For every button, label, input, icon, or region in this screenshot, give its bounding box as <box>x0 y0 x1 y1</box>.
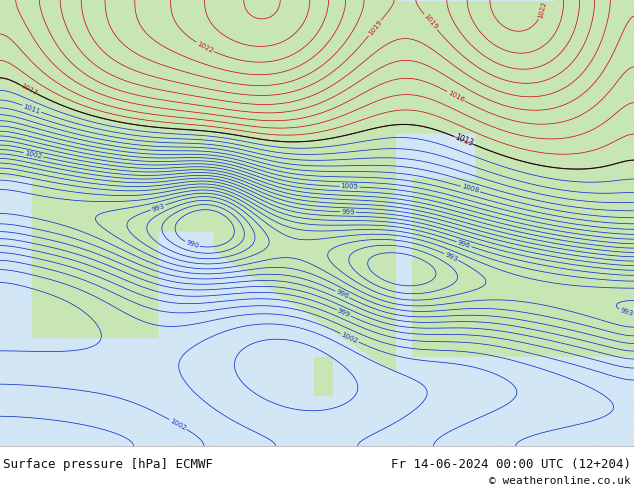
Text: 1005: 1005 <box>340 183 359 190</box>
Text: © weatheronline.co.uk: © weatheronline.co.uk <box>489 476 631 487</box>
Text: 1016: 1016 <box>447 90 465 103</box>
Text: 993: 993 <box>444 251 458 263</box>
Text: 993: 993 <box>151 202 165 213</box>
Text: 1019: 1019 <box>367 19 383 37</box>
Text: 990: 990 <box>185 240 200 249</box>
Text: Surface pressure [hPa] ECMWF: Surface pressure [hPa] ECMWF <box>3 458 213 471</box>
Text: 1002: 1002 <box>169 417 187 431</box>
Text: 996: 996 <box>456 239 471 249</box>
Text: 1002: 1002 <box>340 331 359 344</box>
Text: 996: 996 <box>335 289 349 300</box>
Text: 999: 999 <box>341 209 355 215</box>
Text: Fr 14-06-2024 00:00 UTC (12+204): Fr 14-06-2024 00:00 UTC (12+204) <box>391 458 631 471</box>
Text: 1002: 1002 <box>24 150 42 160</box>
Text: 1013: 1013 <box>453 133 474 148</box>
Text: 1022: 1022 <box>537 0 547 19</box>
Text: 999: 999 <box>337 308 351 319</box>
Text: 1022: 1022 <box>196 40 214 54</box>
Text: 993: 993 <box>619 308 633 317</box>
Text: 1019: 1019 <box>422 13 439 31</box>
Text: 1013: 1013 <box>19 82 38 97</box>
Text: 1011: 1011 <box>22 103 41 115</box>
Text: 1008: 1008 <box>461 184 480 195</box>
